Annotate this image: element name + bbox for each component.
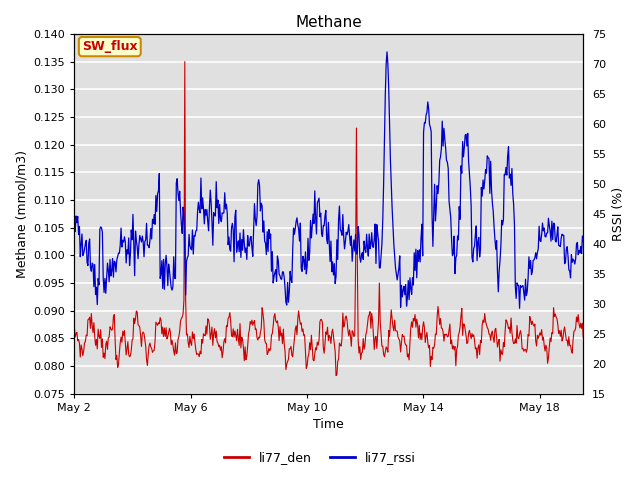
Text: SW_flux: SW_flux xyxy=(82,40,138,53)
Y-axis label: Methane (mmol/m3): Methane (mmol/m3) xyxy=(15,150,28,278)
X-axis label: Time: Time xyxy=(314,419,344,432)
Y-axis label: RSSI (%): RSSI (%) xyxy=(612,187,625,241)
Legend: li77_den, li77_rssi: li77_den, li77_rssi xyxy=(219,446,421,469)
Title: Methane: Methane xyxy=(296,15,362,30)
